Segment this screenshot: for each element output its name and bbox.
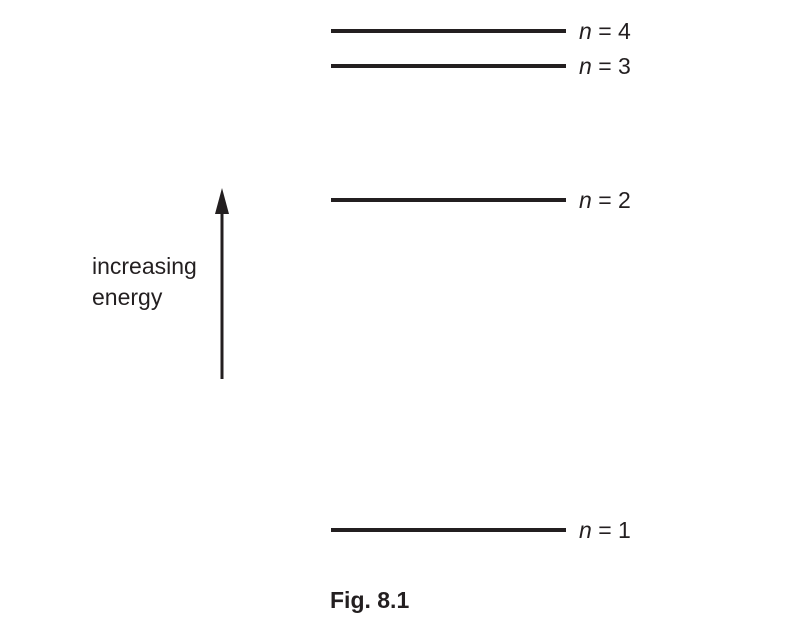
level-number: 1 (618, 517, 631, 543)
energy-axis-label-line2: energy (92, 284, 163, 310)
level-label-n2: n = 2 (579, 189, 631, 212)
energy-arrow-head-icon (215, 188, 229, 214)
energy-axis-label: increasing energy (92, 251, 197, 313)
level-variable: n (579, 53, 592, 79)
figure-caption: Fig. 8.1 (330, 587, 410, 613)
level-relation: = (598, 18, 612, 44)
level-number: 4 (618, 18, 631, 44)
level-number: 2 (618, 187, 631, 213)
level-relation: = (598, 517, 612, 543)
level-variable: n (579, 187, 592, 213)
level-label-n3: n = 3 (579, 55, 631, 78)
level-number: 3 (618, 53, 631, 79)
level-label-n4: n = 4 (579, 20, 631, 43)
level-relation: = (598, 53, 612, 79)
level-label-n1: n = 1 (579, 519, 631, 542)
level-relation: = (598, 187, 612, 213)
level-variable: n (579, 517, 592, 543)
level-variable: n (579, 18, 592, 44)
energy-axis-label-line1: increasing (92, 253, 197, 279)
